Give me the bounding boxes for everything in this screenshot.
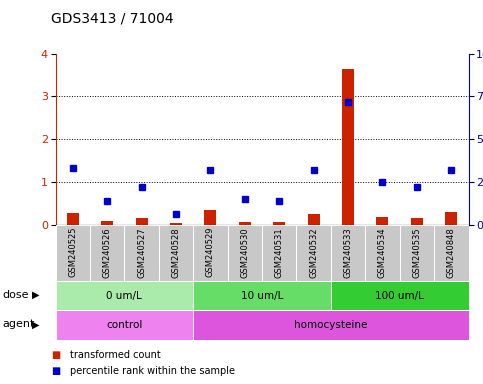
Bar — [376, 217, 388, 225]
Text: GSM240525: GSM240525 — [68, 227, 77, 277]
Text: GSM240532: GSM240532 — [309, 227, 318, 278]
Bar — [445, 212, 457, 225]
Bar — [101, 221, 113, 225]
Bar — [227, 225, 262, 281]
Text: GSM240531: GSM240531 — [275, 227, 284, 278]
Text: GSM240530: GSM240530 — [241, 227, 249, 278]
Text: 0 um/L: 0 um/L — [106, 291, 142, 301]
Bar — [67, 213, 79, 225]
Bar — [125, 225, 159, 281]
Text: ▶: ▶ — [31, 319, 39, 329]
Text: transformed count: transformed count — [70, 350, 161, 360]
Text: GSM240535: GSM240535 — [412, 227, 421, 278]
Bar — [56, 281, 193, 310]
Text: ■: ■ — [51, 366, 60, 376]
Text: GSM240528: GSM240528 — [171, 227, 181, 278]
Text: homocysteine: homocysteine — [294, 320, 368, 330]
Bar — [170, 222, 182, 225]
Bar — [434, 225, 469, 281]
Bar — [56, 225, 90, 281]
Text: ▶: ▶ — [31, 290, 39, 300]
Text: GSM240533: GSM240533 — [343, 227, 353, 278]
Text: GSM240534: GSM240534 — [378, 227, 387, 278]
Bar — [331, 281, 469, 310]
Bar — [193, 281, 331, 310]
Text: dose: dose — [2, 290, 29, 300]
Bar — [239, 222, 251, 225]
Bar — [90, 225, 125, 281]
Bar — [342, 69, 354, 225]
Bar — [273, 222, 285, 225]
Bar — [159, 225, 193, 281]
Text: 10 um/L: 10 um/L — [241, 291, 283, 301]
Bar — [262, 225, 297, 281]
Bar — [365, 225, 399, 281]
Bar — [193, 310, 469, 340]
Text: percentile rank within the sample: percentile rank within the sample — [70, 366, 235, 376]
Bar — [136, 218, 148, 225]
Text: control: control — [106, 320, 142, 330]
Text: GSM240529: GSM240529 — [206, 227, 215, 277]
Text: agent: agent — [2, 319, 35, 329]
Text: ■: ■ — [51, 350, 60, 360]
Bar — [308, 214, 320, 225]
Bar — [411, 218, 423, 225]
Text: GSM240848: GSM240848 — [447, 227, 456, 278]
Bar — [399, 225, 434, 281]
Bar — [331, 225, 365, 281]
Text: GSM240526: GSM240526 — [103, 227, 112, 278]
Bar — [56, 310, 193, 340]
Bar — [297, 225, 331, 281]
Bar — [193, 225, 227, 281]
Bar — [204, 210, 216, 225]
Text: GDS3413 / 71004: GDS3413 / 71004 — [51, 12, 173, 25]
Text: GSM240527: GSM240527 — [137, 227, 146, 278]
Text: 100 um/L: 100 um/L — [375, 291, 424, 301]
